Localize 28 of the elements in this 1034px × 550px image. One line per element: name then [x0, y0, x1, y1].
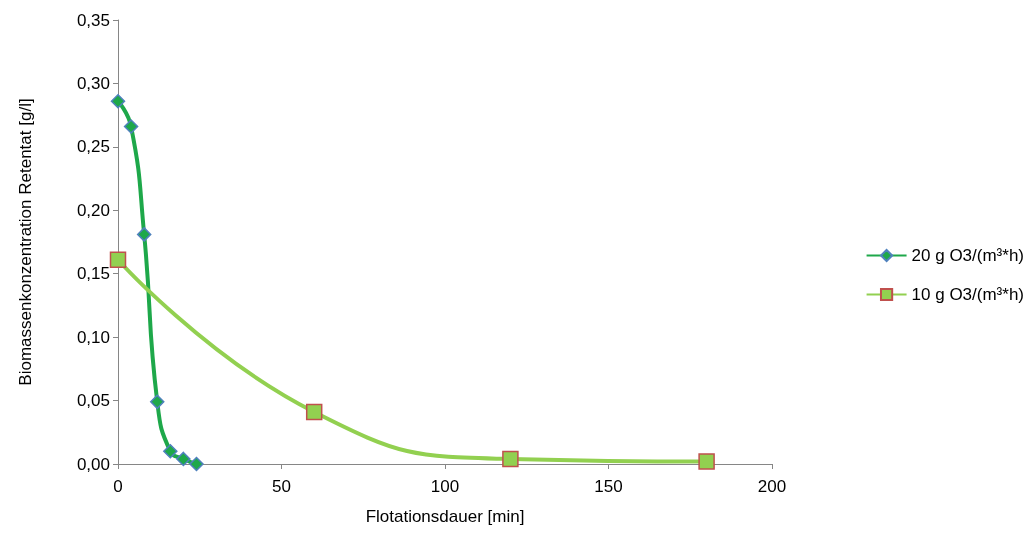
point [109, 251, 127, 269]
y-tick-label: 0,35 [76, 10, 110, 30]
x-tick-label: 50 [272, 477, 291, 496]
x-tick-label: 200 [757, 477, 787, 496]
x-tick-label: 100 [430, 477, 460, 496]
point [123, 119, 139, 134]
point [149, 394, 165, 410]
y-tick-label: 0,10 [76, 327, 110, 347]
point [502, 450, 519, 468]
y-tick-label: 0,20 [76, 200, 110, 220]
y-tick-label: 0,25 [76, 137, 110, 157]
point [189, 456, 204, 472]
x-tick-label: 150 [594, 477, 623, 496]
point [698, 453, 715, 470]
y-axis-title: Biomassenkonzentration Retentat [g/l] [16, 98, 35, 386]
point [163, 444, 178, 459]
point [136, 227, 152, 242]
y-tick-label: 0,00 [76, 454, 110, 474]
legend-label: 10 g O3/(m³*h) [911, 285, 1025, 304]
y-tick-label: 0,30 [76, 73, 110, 93]
x-tick-label: 0 [113, 477, 123, 496]
point [110, 93, 126, 109]
legend-label: 20 g O3/(m³*h) [911, 246, 1025, 265]
point [176, 451, 191, 467]
y-tick-label: 0,05 [76, 391, 110, 411]
y-tick-label: 0,15 [76, 264, 110, 284]
x-axis-title: Flotationsdauer [min] [365, 507, 525, 526]
point [305, 403, 323, 421]
